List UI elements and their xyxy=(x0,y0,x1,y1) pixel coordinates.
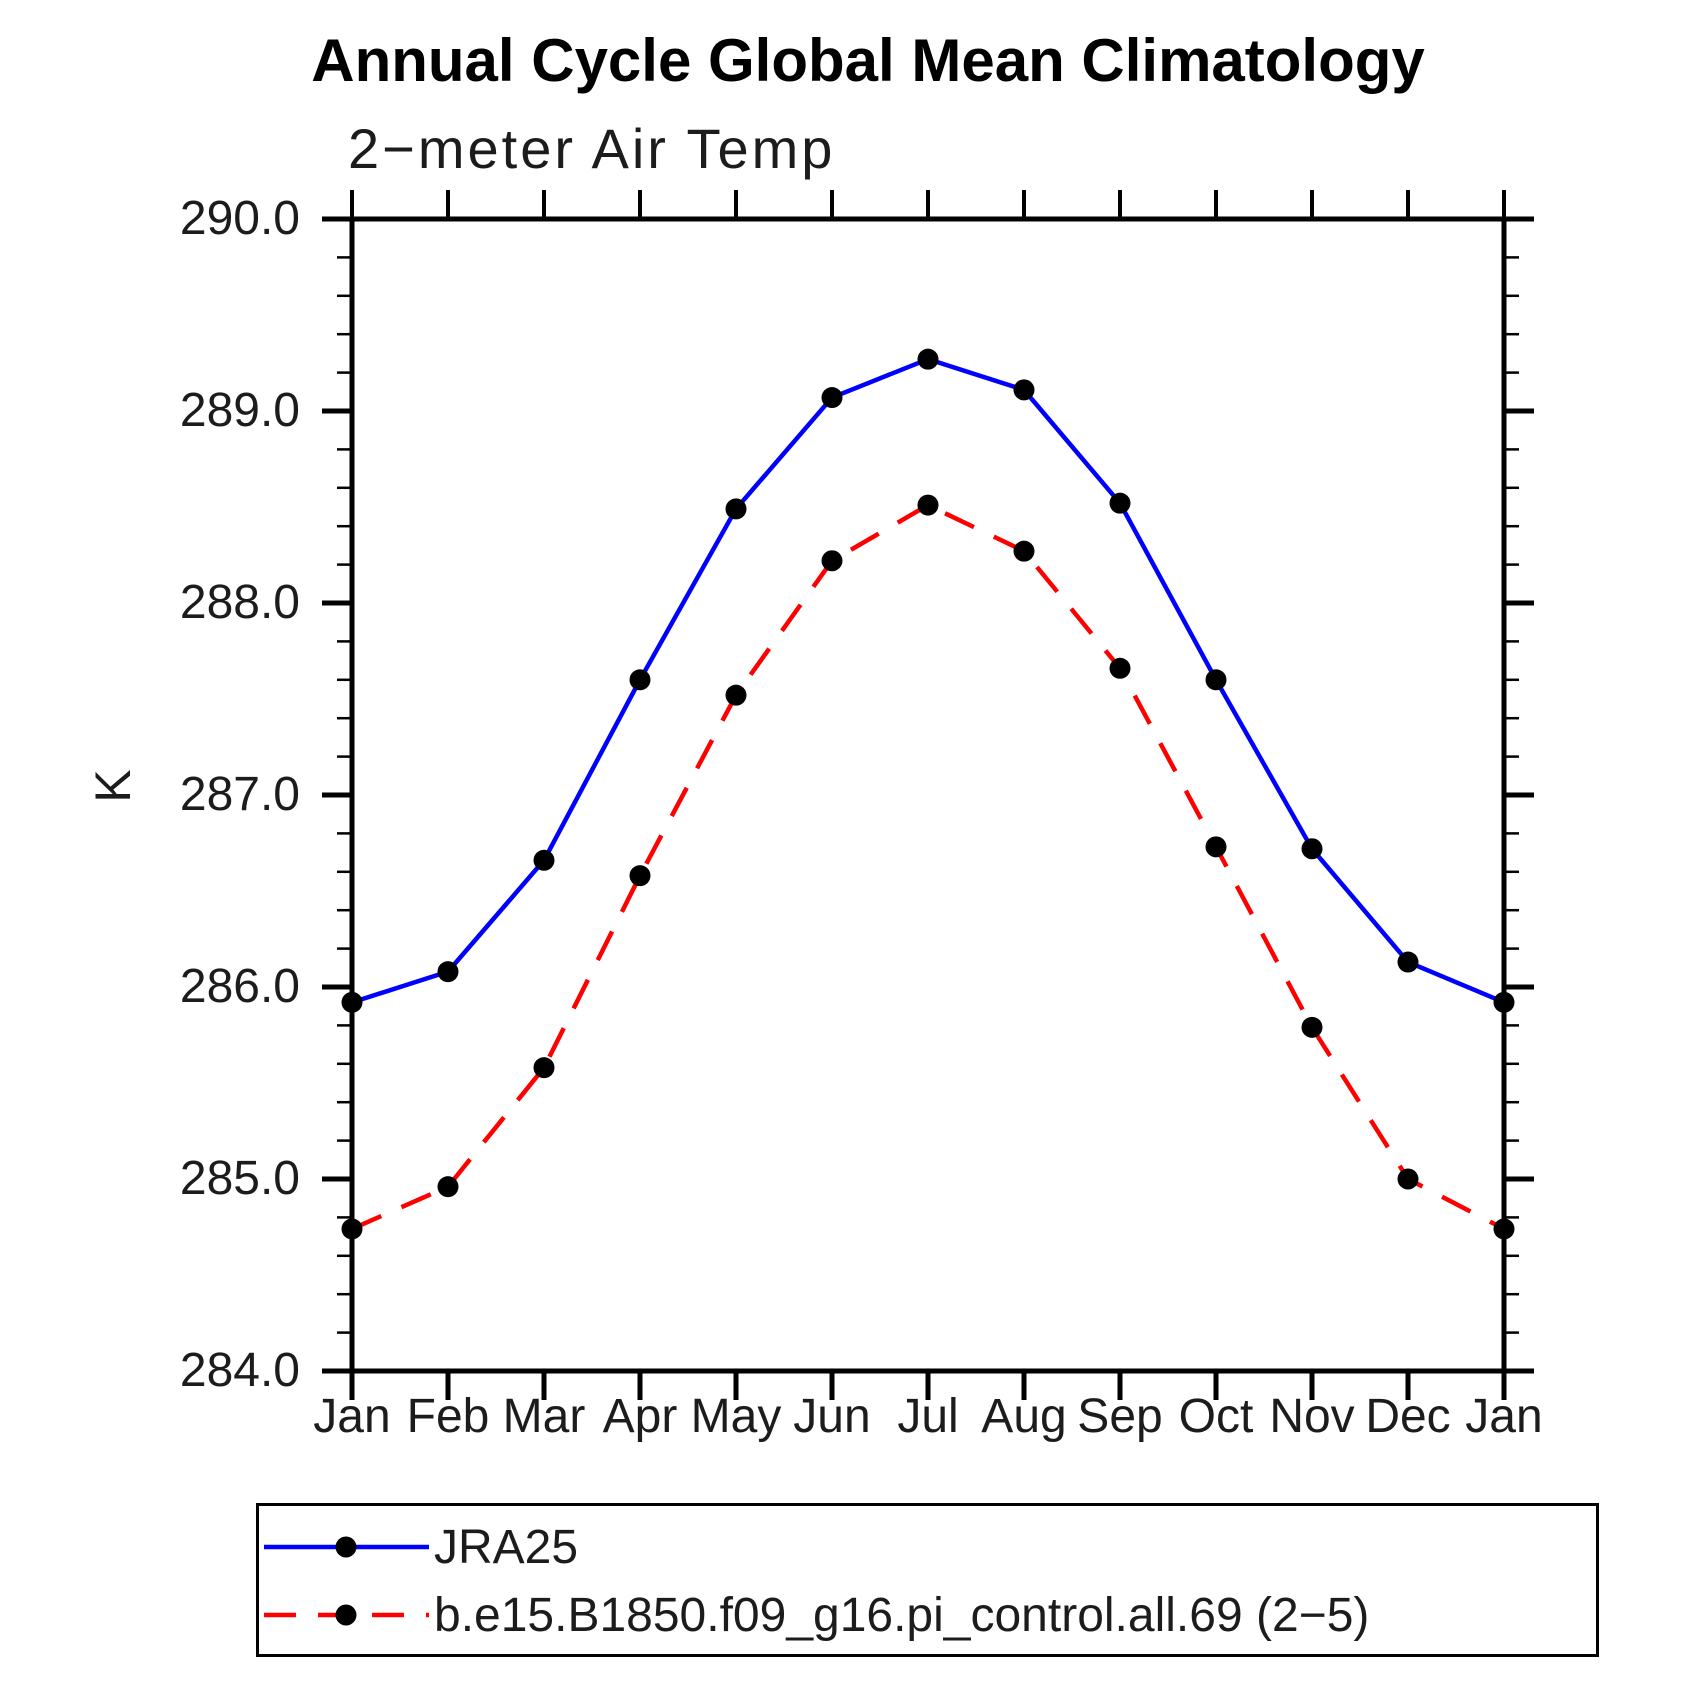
model-line xyxy=(351,502,1506,1231)
data-point-marker xyxy=(1013,379,1035,401)
chart-subtitle: 2−meter Air Temp xyxy=(348,117,836,180)
y-tick-label: 289.0 xyxy=(179,384,300,437)
x-tick-label: Jun xyxy=(793,1390,871,1443)
data-point-marker xyxy=(821,387,843,409)
data-point-marker xyxy=(725,684,747,706)
x-tick-label: Apr xyxy=(602,1390,678,1443)
data-point-marker xyxy=(1205,669,1227,691)
x-tick-label: Nov xyxy=(1269,1390,1355,1443)
y-tick-label: 290.0 xyxy=(179,192,300,245)
data-point-marker xyxy=(629,865,651,887)
data-point-marker xyxy=(629,669,651,691)
data-point-marker xyxy=(533,1057,555,1079)
data-point-marker xyxy=(725,498,747,520)
data-point-marker xyxy=(437,961,459,983)
x-tick-label: Oct xyxy=(1178,1390,1254,1443)
data-point-marker xyxy=(1397,1168,1419,1190)
data-point-marker xyxy=(437,1176,459,1198)
y-tick-label: 288.0 xyxy=(179,576,300,629)
y-tick-label: 284.0 xyxy=(179,1344,300,1397)
x-tick-label: Aug xyxy=(981,1390,1067,1443)
data-point-marker xyxy=(1109,657,1131,679)
data-point-marker xyxy=(533,849,555,871)
data-point-marker xyxy=(341,991,363,1013)
data-point-marker xyxy=(1301,838,1323,860)
x-tick-label: May xyxy=(690,1390,782,1443)
legend-item-jra25: JRA25 xyxy=(264,1521,578,1574)
data-point-marker xyxy=(1493,991,1515,1013)
data-point-marker xyxy=(821,550,843,572)
x-tick-label: Jan xyxy=(1465,1390,1543,1443)
data-point-marker xyxy=(341,1218,363,1240)
data-point-marker xyxy=(1205,836,1227,858)
data-point-marker xyxy=(917,348,939,370)
legend xyxy=(256,1503,1599,1657)
y-tick-label: 287.0 xyxy=(179,768,300,821)
legend-line-sample-jra25 xyxy=(264,1536,429,1558)
x-tick-label: Jan xyxy=(313,1390,391,1443)
legend-marker xyxy=(335,1604,357,1626)
legend-label-model: b.e15.B1850.f09_g16.pi_control.all.69 (2… xyxy=(434,1588,1370,1642)
x-tick-label: Dec xyxy=(1365,1390,1451,1443)
legend-marker xyxy=(335,1536,357,1558)
x-tick-label: Sep xyxy=(1077,1390,1163,1443)
axis-frame xyxy=(349,216,1507,1374)
x-tick-label: Feb xyxy=(406,1390,490,1443)
jra25-line xyxy=(351,356,1505,1005)
y-tick-label: 285.0 xyxy=(179,1152,300,1205)
data-point-marker xyxy=(1013,540,1035,562)
data-point-marker xyxy=(1397,951,1419,973)
legend-item-model: b.e15.B1850.f09_g16.pi_control.all.69 (2… xyxy=(264,1589,1369,1642)
x-tick-label: Jul xyxy=(897,1390,959,1443)
x-tick-label: Mar xyxy=(502,1390,586,1443)
legend-label-jra25: JRA25 xyxy=(434,1520,579,1574)
data-point-marker xyxy=(1301,1016,1323,1038)
y-tick-label: 286.0 xyxy=(179,960,300,1013)
data-point-marker xyxy=(1493,1218,1515,1240)
legend-line-sample-model xyxy=(264,1604,429,1626)
chart-title: Annual Cycle Global Mean Climatology xyxy=(311,27,1425,94)
data-point-marker xyxy=(1109,492,1131,514)
data-point-marker xyxy=(917,494,939,516)
